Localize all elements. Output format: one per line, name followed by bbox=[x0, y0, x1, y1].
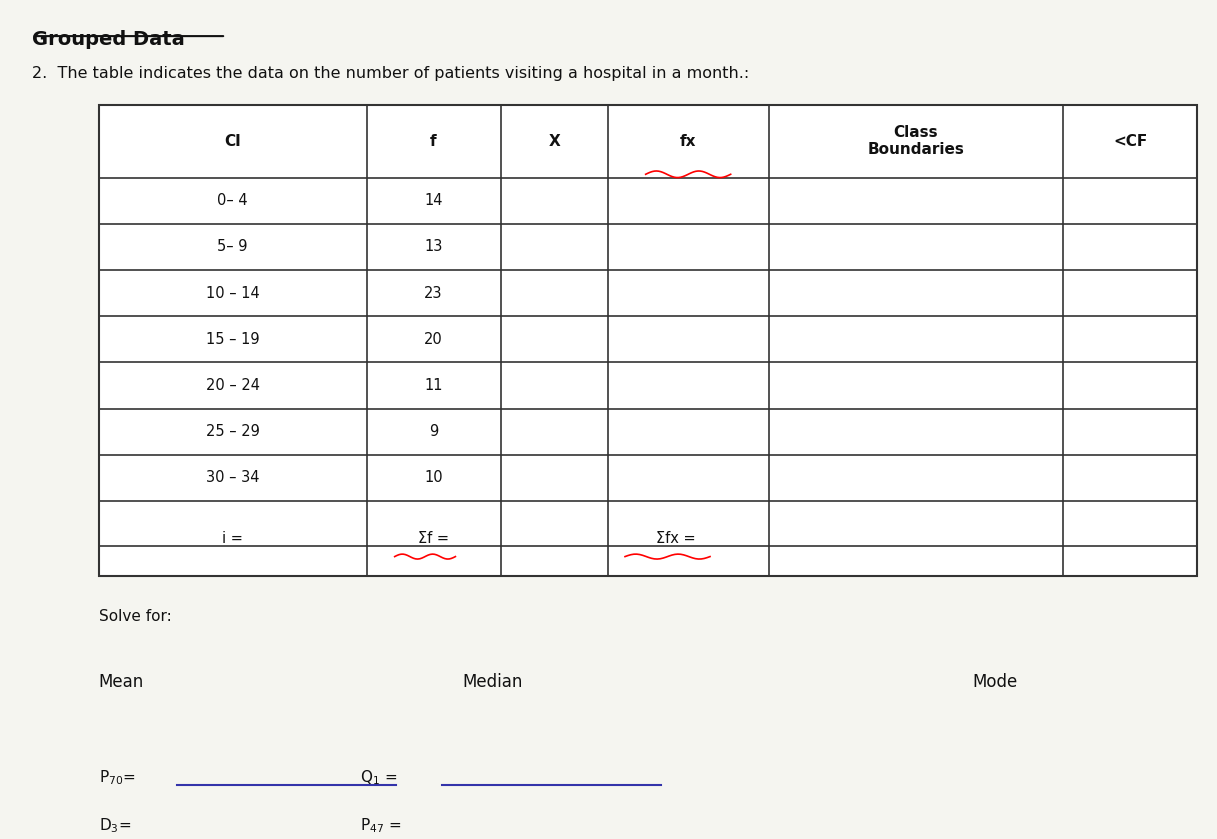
Text: 10 – 14: 10 – 14 bbox=[206, 285, 259, 300]
Text: Mode: Mode bbox=[972, 674, 1017, 691]
Text: 2.  The table indicates the data on the number of patients visiting a hospital i: 2. The table indicates the data on the n… bbox=[32, 65, 748, 81]
Text: i =: i = bbox=[221, 531, 243, 546]
Text: <CF: <CF bbox=[1114, 133, 1148, 149]
Text: 20 – 24: 20 – 24 bbox=[206, 378, 259, 393]
Text: Median: Median bbox=[462, 674, 523, 691]
Text: 30 – 34: 30 – 34 bbox=[206, 471, 259, 485]
Text: fx: fx bbox=[680, 133, 696, 149]
Text: 11: 11 bbox=[425, 378, 443, 393]
Text: 25 – 29: 25 – 29 bbox=[206, 425, 259, 439]
Text: 13: 13 bbox=[425, 239, 443, 254]
Text: Q$_1$ =: Q$_1$ = bbox=[359, 769, 397, 787]
Text: D$_3$=: D$_3$= bbox=[99, 816, 130, 835]
Text: 20: 20 bbox=[425, 332, 443, 347]
Text: 14: 14 bbox=[425, 193, 443, 208]
Text: Grouped Data: Grouped Data bbox=[32, 30, 185, 50]
Text: 15 – 19: 15 – 19 bbox=[206, 332, 259, 347]
Text: P$_{47}$ =: P$_{47}$ = bbox=[359, 816, 400, 835]
Text: Class
Boundaries: Class Boundaries bbox=[868, 125, 964, 158]
Text: 0– 4: 0– 4 bbox=[217, 193, 248, 208]
Text: 9: 9 bbox=[428, 425, 438, 439]
Text: f: f bbox=[431, 133, 437, 149]
Text: X: X bbox=[549, 133, 560, 149]
Text: Solve for:: Solve for: bbox=[99, 609, 172, 624]
Text: Mean: Mean bbox=[99, 674, 144, 691]
Text: 23: 23 bbox=[425, 285, 443, 300]
Text: CI: CI bbox=[224, 133, 241, 149]
Text: Σf =: Σf = bbox=[419, 531, 449, 546]
Text: 10: 10 bbox=[425, 471, 443, 485]
Text: P$_{70}$=: P$_{70}$= bbox=[99, 769, 135, 787]
Bar bbox=[99, 105, 1198, 576]
Text: 5– 9: 5– 9 bbox=[218, 239, 248, 254]
Text: Σfx =: Σfx = bbox=[656, 531, 696, 546]
